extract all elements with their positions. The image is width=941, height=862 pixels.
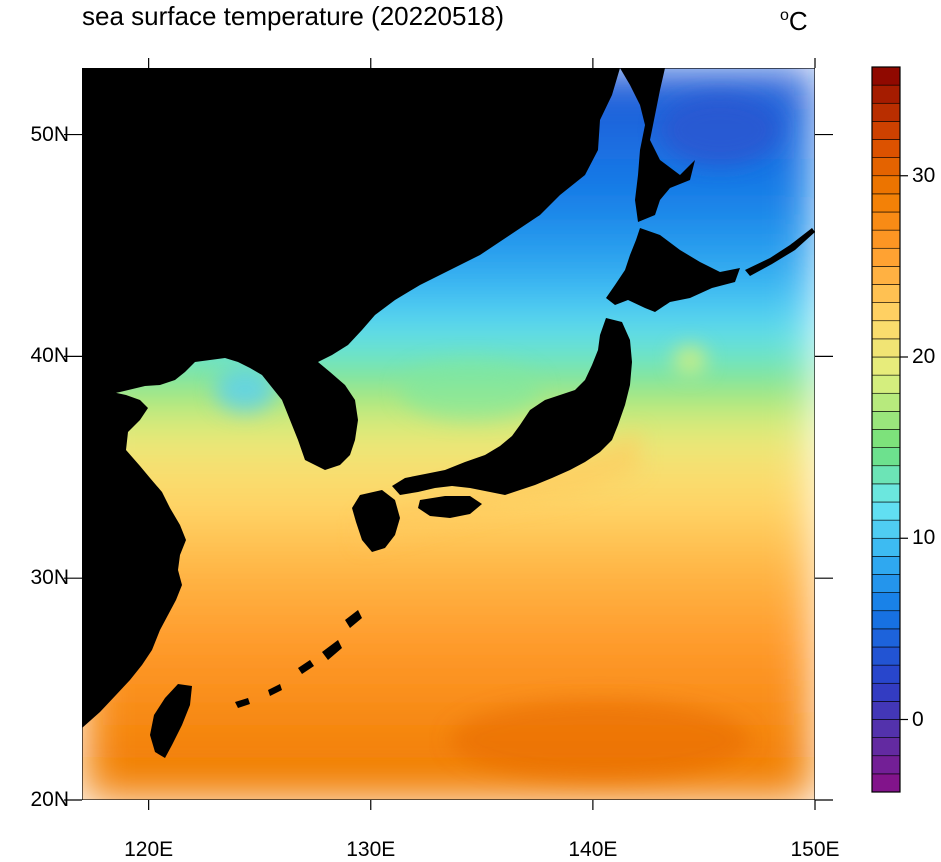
colorbar-tick-label: 0 [912, 707, 924, 731]
colorbar-bin [871, 737, 901, 757]
sst-field [82, 68, 815, 800]
colorbar-bin [871, 501, 901, 521]
longitude-label: 140E [568, 838, 618, 861]
longitude-ticks [148, 58, 816, 810]
sst-band [82, 666, 815, 713]
unit-degree-symbol: o [780, 7, 789, 24]
colorbar-tick-label: 10 [912, 526, 936, 550]
colorbar-bin [871, 556, 901, 575]
colorbar-bin [871, 682, 901, 702]
longitude-label: 120E [124, 838, 174, 861]
unit-letter: C [788, 6, 808, 36]
land-taiwan [150, 684, 192, 758]
sst-band [82, 544, 815, 580]
colorbar-tick-label: 20 [912, 345, 936, 368]
colorbar-bin [871, 193, 901, 213]
colorbar-tick-label: 30 [912, 163, 936, 187]
land-kurils [745, 228, 815, 276]
land-ryukyu [235, 610, 362, 708]
colorbar-bin [871, 628, 901, 648]
colorbar-bin [871, 121, 901, 140]
sst-band [82, 578, 815, 624]
colorbar-bin [871, 574, 901, 593]
colorbar-bin [871, 284, 901, 303]
colorbar-bin [871, 66, 901, 86]
land-asia [82, 68, 620, 728]
latitude-ticks [64, 133, 833, 801]
colorbar-bin [871, 610, 901, 630]
latitude-label: 50N [30, 122, 69, 146]
map-title: sea surface temperature (20220518) [82, 1, 505, 31]
colorbar-bin [871, 537, 901, 557]
colorbar-bin [871, 483, 901, 503]
longitude-label: 150E [790, 838, 840, 861]
colorbar-bin [871, 447, 901, 467]
colorbar-bin [871, 664, 901, 684]
colorbar-bin [871, 84, 901, 104]
latitude-label: 30N [30, 566, 69, 590]
colorbar-bin [871, 211, 901, 231]
colorbar-bin [871, 247, 901, 267]
colorbar-bin [871, 719, 901, 738]
colorbar [871, 66, 908, 793]
colorbar-bin [871, 356, 901, 376]
land-hokkaido [606, 228, 740, 312]
colorbar-bin [871, 175, 901, 195]
colorbar-bin [871, 139, 901, 158]
land-sakhalin [620, 68, 695, 222]
land-shikoku [418, 496, 482, 518]
colorbar-bin [871, 302, 901, 322]
colorbar-bin [871, 592, 901, 612]
colorbar-bin [871, 266, 901, 285]
colorbar-bin [871, 519, 901, 539]
colorbar-bin [871, 320, 901, 340]
colorbar-bin [871, 102, 901, 122]
sst-band [82, 622, 815, 668]
colorbar-bin [871, 701, 901, 720]
colorbar-bin [871, 229, 901, 249]
sst-band [82, 422, 815, 447]
colorbar-bins [871, 66, 901, 793]
colorbar-bin [871, 392, 901, 412]
land-kyushu [352, 490, 400, 552]
land-mask [82, 68, 815, 758]
unit-label: oC [780, 0, 808, 37]
colorbar-bin [871, 411, 901, 430]
longitude-label: 130E [346, 838, 396, 861]
latitude-label: 20N [30, 788, 69, 811]
land-honshu [392, 318, 632, 495]
latitude-label: 40N [30, 344, 69, 368]
colorbar-bin [871, 755, 901, 775]
colorbar-bin [871, 374, 901, 394]
colorbar-bin [871, 773, 901, 793]
colorbar-bin [871, 338, 901, 358]
colorbar-bin [871, 429, 901, 448]
colorbar-frame [871, 66, 901, 793]
colorbar-bin [871, 157, 901, 177]
colorbar-bin [871, 646, 901, 666]
colorbar-ticks [900, 175, 908, 721]
colorbar-bin [871, 465, 901, 485]
